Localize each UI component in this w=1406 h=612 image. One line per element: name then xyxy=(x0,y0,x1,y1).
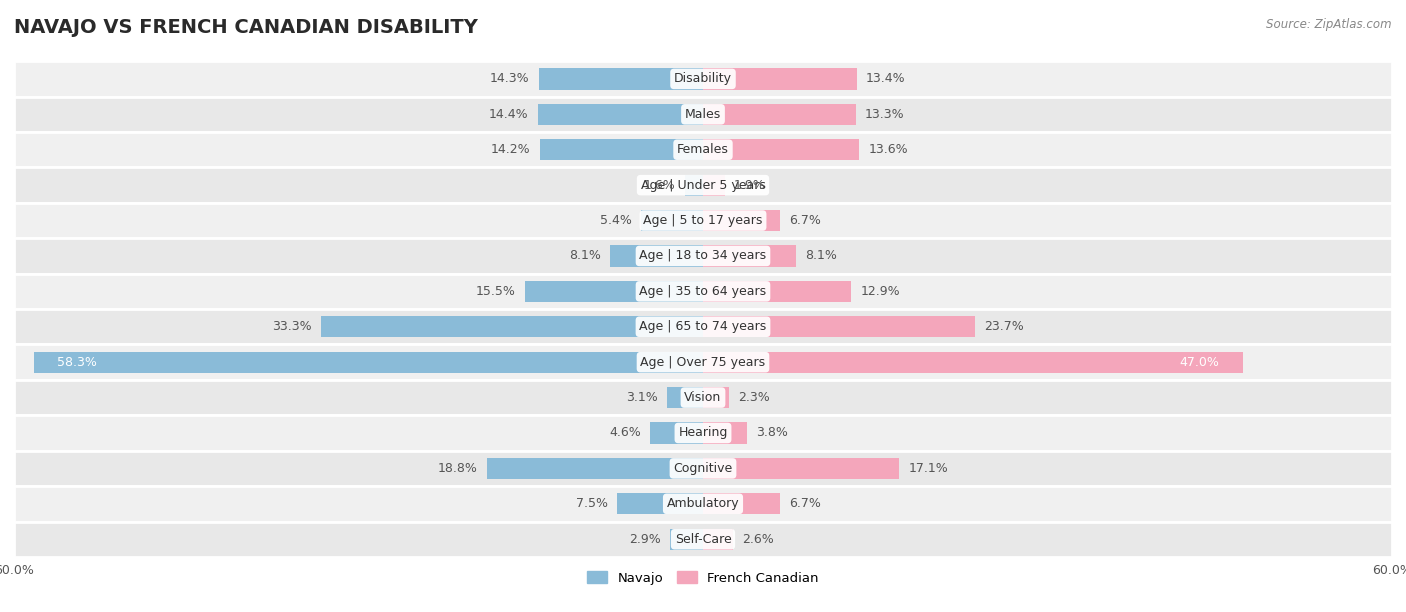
Text: 4.6%: 4.6% xyxy=(609,427,641,439)
Bar xyxy=(14,274,1392,309)
Text: 3.1%: 3.1% xyxy=(627,391,658,404)
Bar xyxy=(703,281,851,302)
Text: 23.7%: 23.7% xyxy=(984,320,1024,334)
Bar xyxy=(703,174,725,196)
Text: Self-Care: Self-Care xyxy=(675,532,731,546)
Text: 13.3%: 13.3% xyxy=(865,108,904,121)
Text: Hearing: Hearing xyxy=(678,427,728,439)
Text: Ambulatory: Ambulatory xyxy=(666,498,740,510)
Bar xyxy=(14,203,1392,238)
Text: 2.3%: 2.3% xyxy=(738,391,770,404)
Text: Age | 18 to 34 years: Age | 18 to 34 years xyxy=(640,250,766,263)
Text: Age | Over 75 years: Age | Over 75 years xyxy=(641,356,765,368)
Bar xyxy=(486,458,703,479)
Text: Cognitive: Cognitive xyxy=(673,462,733,475)
Text: Disability: Disability xyxy=(673,72,733,86)
Bar xyxy=(610,245,703,267)
Bar xyxy=(650,422,703,444)
Text: 6.7%: 6.7% xyxy=(789,214,821,227)
Bar xyxy=(703,422,747,444)
Bar xyxy=(14,309,1392,345)
Bar xyxy=(14,486,1392,521)
Text: 1.9%: 1.9% xyxy=(734,179,766,192)
Text: 17.1%: 17.1% xyxy=(908,462,948,475)
Bar xyxy=(537,103,703,125)
Bar xyxy=(321,316,703,337)
Bar xyxy=(669,529,703,550)
Text: 2.6%: 2.6% xyxy=(742,532,773,546)
Text: Age | 35 to 64 years: Age | 35 to 64 years xyxy=(640,285,766,298)
Text: 15.5%: 15.5% xyxy=(477,285,516,298)
Bar xyxy=(703,493,780,515)
Text: Age | 5 to 17 years: Age | 5 to 17 years xyxy=(644,214,762,227)
Bar xyxy=(538,69,703,89)
Bar xyxy=(703,245,796,267)
Text: Age | 65 to 74 years: Age | 65 to 74 years xyxy=(640,320,766,334)
Bar xyxy=(14,521,1392,557)
Text: 8.1%: 8.1% xyxy=(806,250,837,263)
Bar xyxy=(14,450,1392,486)
Bar xyxy=(703,69,856,89)
Bar xyxy=(34,351,703,373)
Text: Source: ZipAtlas.com: Source: ZipAtlas.com xyxy=(1267,18,1392,31)
Text: 58.3%: 58.3% xyxy=(56,356,97,368)
Bar xyxy=(14,416,1392,450)
Bar xyxy=(540,139,703,160)
Bar xyxy=(685,174,703,196)
Text: 14.4%: 14.4% xyxy=(489,108,529,121)
Text: 14.3%: 14.3% xyxy=(491,72,530,86)
Bar xyxy=(703,387,730,408)
Text: Females: Females xyxy=(678,143,728,156)
Text: 47.0%: 47.0% xyxy=(1180,356,1219,368)
Bar xyxy=(703,529,733,550)
Text: 14.2%: 14.2% xyxy=(491,143,531,156)
Legend: Navajo, French Canadian: Navajo, French Canadian xyxy=(582,566,824,590)
Bar xyxy=(524,281,703,302)
Bar xyxy=(14,238,1392,274)
Text: Age | Under 5 years: Age | Under 5 years xyxy=(641,179,765,192)
Text: 8.1%: 8.1% xyxy=(569,250,600,263)
Text: 2.9%: 2.9% xyxy=(628,532,661,546)
Text: Vision: Vision xyxy=(685,391,721,404)
Text: 33.3%: 33.3% xyxy=(271,320,312,334)
Text: 5.4%: 5.4% xyxy=(600,214,631,227)
Bar xyxy=(14,380,1392,416)
Bar xyxy=(668,387,703,408)
Text: 7.5%: 7.5% xyxy=(575,498,607,510)
Bar xyxy=(703,458,900,479)
Text: 13.4%: 13.4% xyxy=(866,72,905,86)
Text: 12.9%: 12.9% xyxy=(860,285,900,298)
Text: 1.6%: 1.6% xyxy=(644,179,675,192)
Bar xyxy=(617,493,703,515)
Bar xyxy=(703,210,780,231)
Text: Males: Males xyxy=(685,108,721,121)
Bar xyxy=(14,97,1392,132)
Bar xyxy=(14,168,1392,203)
Text: 3.8%: 3.8% xyxy=(756,427,787,439)
Bar xyxy=(703,103,856,125)
Text: NAVAJO VS FRENCH CANADIAN DISABILITY: NAVAJO VS FRENCH CANADIAN DISABILITY xyxy=(14,18,478,37)
Text: 18.8%: 18.8% xyxy=(439,462,478,475)
Bar xyxy=(703,316,976,337)
Bar xyxy=(641,210,703,231)
Bar xyxy=(14,345,1392,380)
Text: 6.7%: 6.7% xyxy=(789,498,821,510)
Bar xyxy=(703,139,859,160)
Bar xyxy=(14,61,1392,97)
Bar xyxy=(14,132,1392,168)
Text: 13.6%: 13.6% xyxy=(869,143,908,156)
Bar xyxy=(703,351,1243,373)
